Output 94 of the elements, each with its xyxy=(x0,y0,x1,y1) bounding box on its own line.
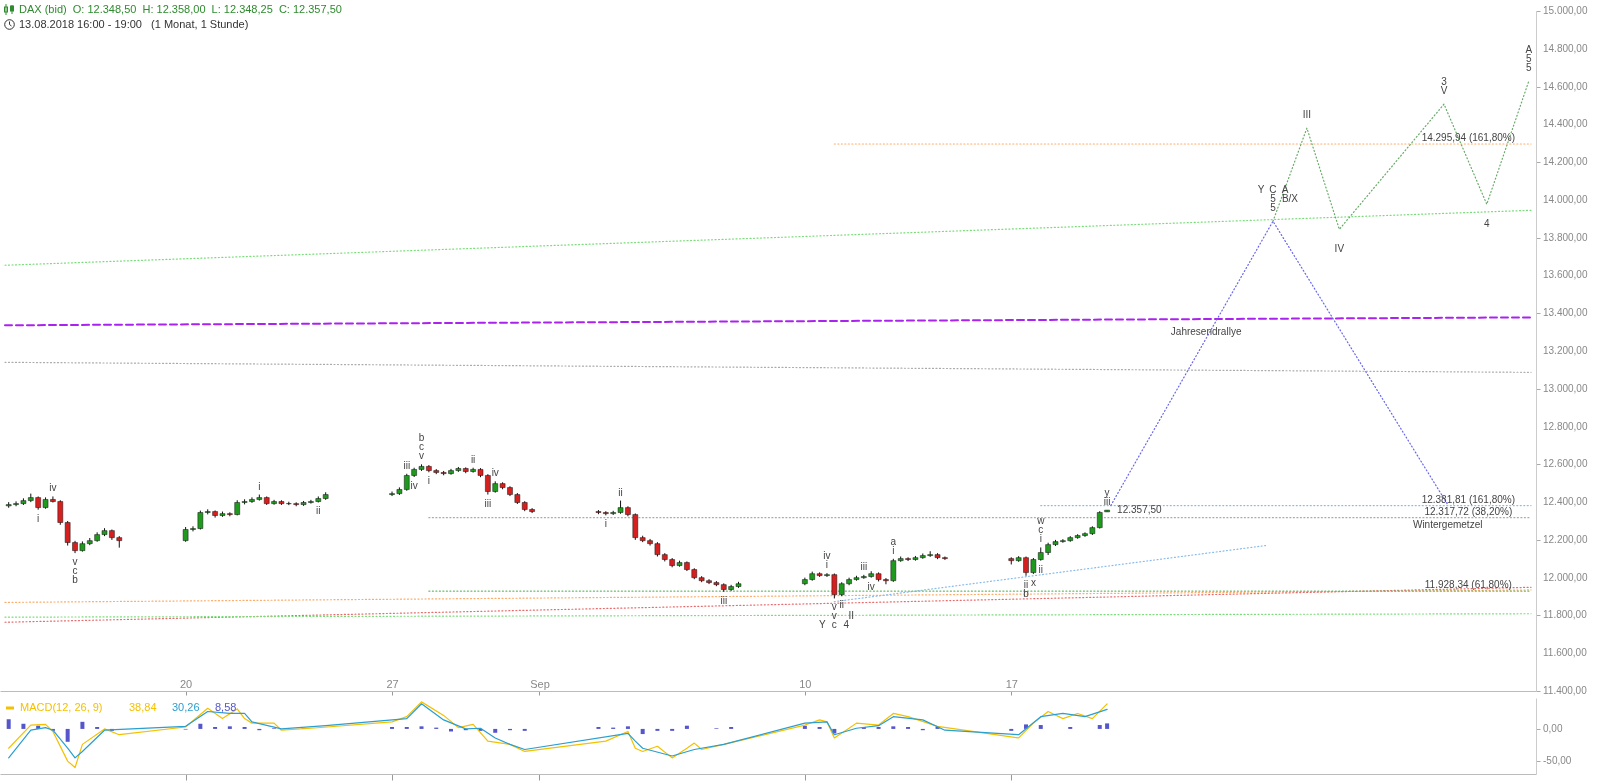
annotation: Y xyxy=(819,619,827,631)
annotation: 38,84 xyxy=(129,701,157,713)
annotation: iii xyxy=(1103,496,1111,508)
annotation: ii xyxy=(839,599,844,611)
annotation: iv xyxy=(491,467,499,479)
y-tick-label: 15.000,00 xyxy=(1543,5,1588,16)
y-tick-label: 12.400,00 xyxy=(1543,496,1588,508)
chart-title: DAX (bid) O: 12.348,50 H: 12.358,00 L: 12.348,25 C: 12.357,50 xyxy=(19,2,342,17)
annotation: 12.317,72 (38,20%) xyxy=(1424,505,1513,517)
annotation: i xyxy=(1039,533,1042,545)
y-tick-label: 14.400,00 xyxy=(1543,118,1588,130)
y-tick-label: 13.600,00 xyxy=(1543,269,1588,281)
y-tick-label: 11.400,00 xyxy=(1543,685,1588,696)
annotation: v xyxy=(831,610,837,622)
y-tick-label: 11.600,00 xyxy=(1543,647,1588,659)
annotation: ii xyxy=(316,505,321,517)
annotation: iv xyxy=(49,482,57,494)
annotation: i xyxy=(604,518,607,530)
y-tick-label: 14.600,00 xyxy=(1543,80,1588,92)
annotation: b xyxy=(1023,587,1030,599)
annotation: Y xyxy=(1257,184,1265,196)
annotation: 12.381,81 (161,80%) xyxy=(1421,493,1516,505)
y-tick-label: 12.000,00 xyxy=(1543,571,1588,583)
annotation: ii xyxy=(1023,578,1029,590)
y-tick-label: 12.200,00 xyxy=(1543,533,1588,545)
y-tick-label: 12.600,00 xyxy=(1543,458,1588,470)
annotation: ii xyxy=(1038,563,1043,575)
x-tick-label: 27 xyxy=(386,677,399,690)
y-tick-label: 13.200,00 xyxy=(1543,345,1588,356)
text: 13.08.2018 16:00 - 19:00 (1 Monat, 1 Stunde) xyxy=(19,17,249,32)
annotation: ii xyxy=(470,453,476,465)
annotation: i xyxy=(427,475,431,487)
annotation: v xyxy=(831,601,837,613)
annotation: 5 xyxy=(1270,202,1277,214)
annotation: c xyxy=(419,441,425,453)
annotation: 12.357,50 xyxy=(1117,504,1163,516)
y-tick-label: 13.000,00 xyxy=(1543,382,1588,394)
annotation: iv xyxy=(410,479,418,491)
annotation: c xyxy=(831,619,837,631)
annotation: y xyxy=(1104,487,1110,499)
annotation: 4 xyxy=(843,619,850,631)
annotation: c xyxy=(72,565,78,577)
annotation: II xyxy=(848,610,855,622)
annotation: i xyxy=(892,544,895,556)
y-tick-label: 14.800,00 xyxy=(1543,42,1588,54)
y-tick-label: 14.200,00 xyxy=(1543,156,1588,168)
x-tick-label: 17 xyxy=(1005,677,1018,690)
annotation: III xyxy=(1302,109,1312,121)
x-tick-label: 20 xyxy=(179,677,193,690)
annotation: a xyxy=(890,535,897,547)
annotation: 11.928,34 (61,80%) xyxy=(1424,579,1512,591)
annotation: 8,58 xyxy=(215,701,237,713)
y-tick-label: 11.800,00 xyxy=(1543,609,1588,621)
legend-label: MACD(12, 26, 9) xyxy=(20,701,103,713)
annotation: i xyxy=(825,559,829,571)
annotation: 5 xyxy=(1526,62,1533,74)
y-tick-label: 0,00 xyxy=(1543,722,1563,734)
annotation: 3 xyxy=(1441,76,1448,88)
x-tick-label: Sep xyxy=(530,677,550,690)
annotation: A xyxy=(1281,184,1289,196)
annotation: b xyxy=(72,574,79,586)
annotation: ii xyxy=(618,486,623,498)
annotation: c xyxy=(1038,524,1044,536)
annotation: v xyxy=(419,450,425,462)
y-tick-label: 14.000,00 xyxy=(1543,193,1588,205)
y-tick-label: 12.800,00 xyxy=(1543,420,1588,432)
annotation: v xyxy=(72,556,78,568)
annotation: Jahresendrallye xyxy=(1170,326,1242,338)
annotation: 5 xyxy=(1526,53,1533,65)
annotation: V xyxy=(1440,85,1448,97)
x-tick-label: 10 xyxy=(799,677,812,690)
annotation: b xyxy=(418,432,425,444)
y-tick-label: 13.400,00 xyxy=(1543,307,1588,319)
annotation: iv xyxy=(823,550,831,562)
annotation: iii xyxy=(403,459,411,471)
annotation: 5 xyxy=(1270,193,1277,205)
annotation: i xyxy=(37,512,40,524)
annotation: 30,26 xyxy=(172,701,200,713)
y-tick-label: 13.800,00 xyxy=(1543,231,1588,243)
annotation: iii xyxy=(484,497,492,509)
annotation: w xyxy=(1036,515,1046,527)
annotation: x xyxy=(1030,576,1036,588)
y-tick-label: -50,00 xyxy=(1543,755,1572,767)
annotation: iv xyxy=(867,580,875,592)
annotation: 14.295,94 (161,80%) xyxy=(1421,131,1516,143)
annotation: Wintergemetzel xyxy=(1412,518,1483,530)
annotation: B/X xyxy=(1281,193,1299,205)
annotation: iii xyxy=(720,594,728,606)
annotation: C xyxy=(1269,184,1277,196)
annotation: 4 xyxy=(1483,218,1490,230)
annotation: iii xyxy=(860,560,868,572)
annotation: IV xyxy=(1334,243,1345,255)
annotation: A xyxy=(1525,44,1533,56)
annotation: i xyxy=(258,480,261,492)
